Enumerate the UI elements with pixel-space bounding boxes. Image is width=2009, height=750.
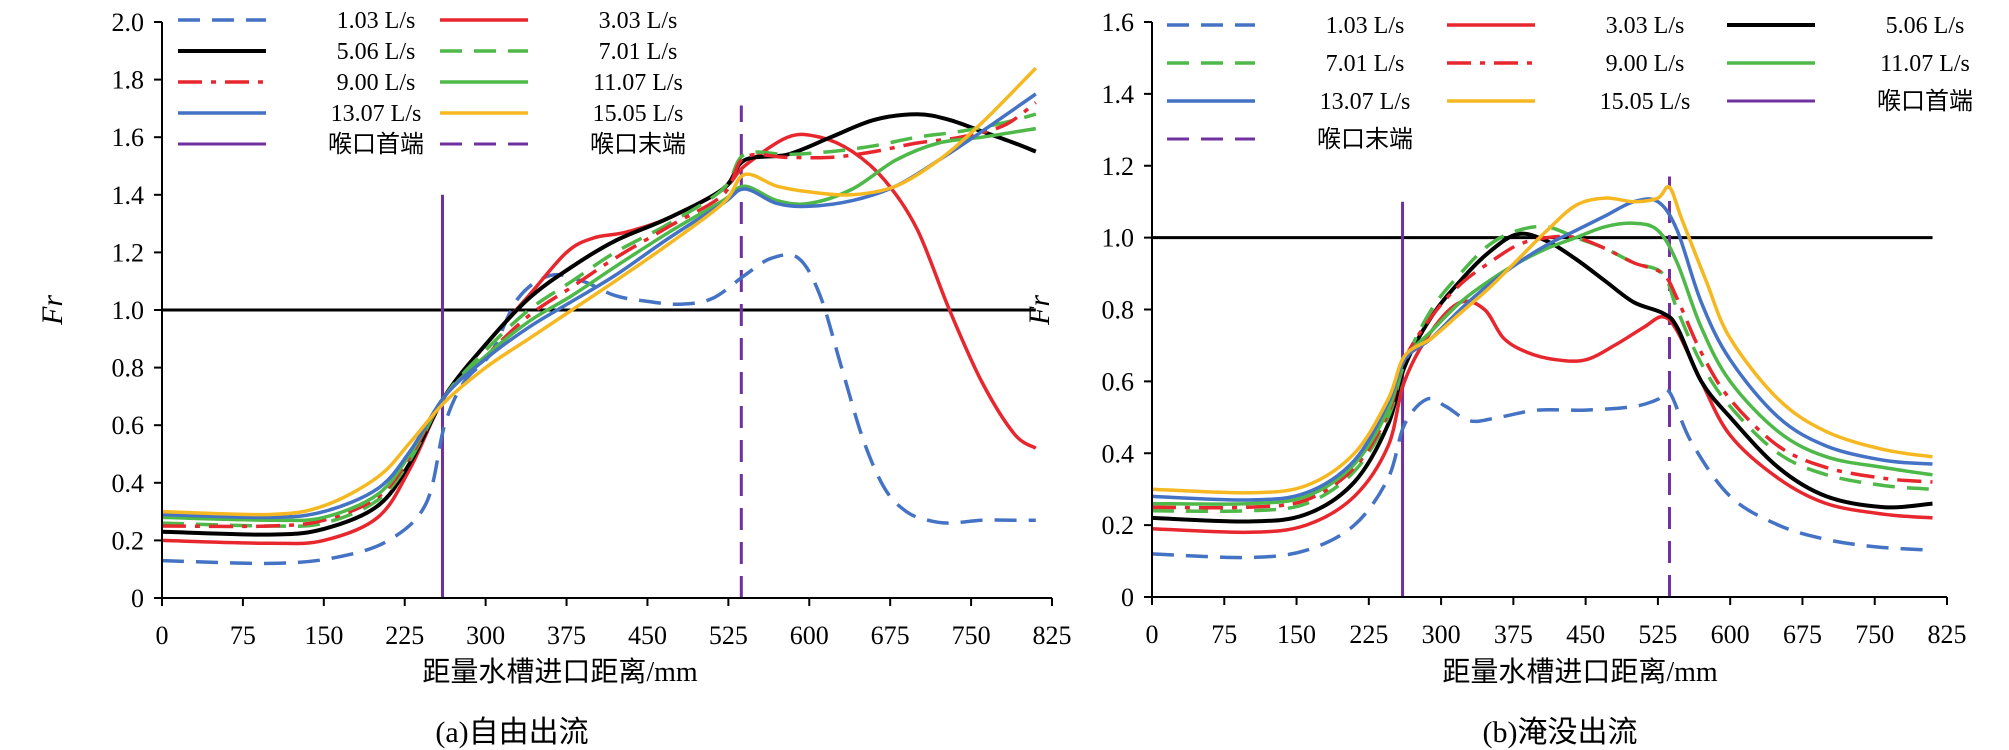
panel-a-data-layer: [161, 66, 1038, 598]
x-tick-label: 675: [1783, 620, 1822, 649]
y-tick-label: 1.0: [112, 296, 145, 325]
series-line-3-03-l-s: [161, 132, 1037, 546]
legend-label: 13.07 L/s: [331, 101, 422, 127]
legend-label: 7.01 L/s: [599, 39, 678, 65]
panel-a-x-axis-label: 距量水槽进口距离/mm: [422, 656, 698, 688]
y-tick-label: 0.6: [112, 411, 145, 440]
y-tick-label: 0.8: [112, 354, 145, 383]
y-tick-label: 1.0: [1102, 224, 1135, 253]
legend-label: 喉口首端: [1877, 88, 1973, 115]
legend-label: 11.07 L/s: [593, 70, 683, 96]
x-tick-label: 750: [1855, 620, 1894, 649]
x-tick-label: 450: [1566, 620, 1605, 649]
legend-label: 喉口末端: [1317, 126, 1413, 153]
series-line-13-07-l-s: [1151, 197, 1933, 502]
panel-b-legend: 1.03 L/s 3.03 L/s 5.06 L/s 7.01 L/s 9.00 L/s…: [1167, 13, 1973, 153]
series-line-7-01-l-s: [161, 112, 1037, 528]
panel-a-caption: (a)自由出流: [435, 716, 588, 749]
y-tick-label: 1.8: [112, 66, 145, 95]
x-tick-label: 150: [304, 621, 343, 650]
legend-label: 9.00 L/s: [1606, 51, 1685, 77]
legend-label: 喉口末端: [590, 131, 686, 158]
panel-b-axes: 0 75 150 225 300 375 450 525 600 675 750 825 0 0.2 0.4…: [1102, 8, 1967, 649]
x-tick-label: 525: [709, 621, 748, 650]
x-tick-label: 0: [156, 621, 169, 650]
series-line-5-06-l-s: [1151, 231, 1933, 524]
series-line-15-05-l-s: [161, 66, 1038, 517]
legend-label: 5.06 L/s: [1886, 13, 1965, 39]
y-tick-label: 0: [1121, 583, 1134, 612]
legend-label: 15.05 L/s: [593, 101, 684, 127]
x-tick-label: 75: [230, 621, 256, 650]
series-line-9-00-l-s: [161, 101, 1037, 529]
series-line-9-00-l-s: [1151, 234, 1933, 510]
x-tick-label: 75: [1211, 620, 1237, 649]
y-tick-label: 1.6: [112, 123, 145, 152]
x-tick-label: 0: [1146, 620, 1159, 649]
x-tick-label: 600: [790, 621, 829, 650]
y-tick-label: 0: [131, 584, 144, 613]
x-tick-label: 825: [1033, 621, 1072, 650]
legend-label: 9.00 L/s: [337, 70, 416, 96]
x-tick-label: 225: [385, 621, 424, 650]
x-tick-label: 150: [1277, 620, 1316, 649]
legend-label: 1.03 L/s: [337, 8, 416, 34]
legend-label: 15.05 L/s: [1600, 89, 1691, 115]
x-tick-label: 675: [871, 621, 910, 650]
y-tick-label: 1.4: [1102, 80, 1135, 109]
y-tick-label: 1.2: [112, 238, 145, 267]
series-line-1-03-l-s: [161, 252, 1036, 566]
series-line-11-07-l-s: [1151, 221, 1933, 506]
panel-a-free-outflow: 0 75 150 225 300 375 450 525 600 675 750 825 0 0.2 0.4…: [36, 8, 1072, 749]
panel-b-y-axis-label: Fr: [1023, 295, 1056, 326]
x-tick-label: 525: [1638, 620, 1677, 649]
panel-a-axes: 0 75 150 225 300 375 450 525 600 675 750 825 0 0.2 0.4…: [112, 8, 1072, 650]
y-tick-label: 0.2: [112, 526, 145, 555]
panel-b-data-layer: [1151, 176, 1933, 597]
series-line-3-03-l-s: [1151, 299, 1933, 535]
panel-b-submerged-outflow: 0 75 150 225 300 375 450 525 600 675 750 825 0 0.2 0.4…: [1023, 8, 1973, 749]
legend-label: 5.06 L/s: [337, 39, 416, 65]
x-tick-label: 375: [1494, 620, 1533, 649]
y-tick-label: 0.2: [1102, 511, 1135, 540]
x-tick-label: 750: [952, 621, 991, 650]
legend-label: 3.03 L/s: [599, 8, 678, 34]
x-tick-label: 300: [466, 621, 505, 650]
legend-label: 3.03 L/s: [1606, 13, 1685, 39]
panel-a-legend: 1.03 L/s 3.03 L/s 5.06 L/s 7.01 L/s 9.00 L/s…: [178, 8, 686, 158]
legend-label: 13.07 L/s: [1320, 89, 1411, 115]
x-tick-label: 600: [1711, 620, 1750, 649]
series-line-7-01-l-s: [1151, 224, 1933, 514]
series-line-11-07-l-s: [161, 126, 1037, 523]
panel-a-y-axis-label: Fr: [36, 295, 69, 326]
legend-label: 1.03 L/s: [1326, 13, 1405, 39]
series-line-5-06-l-s: [161, 112, 1037, 537]
series-line-15-05-l-s: [1151, 184, 1933, 495]
x-tick-label: 375: [547, 621, 586, 650]
y-tick-label: 1.4: [112, 181, 145, 210]
panel-b-caption: (b)淹没出流: [1483, 716, 1638, 749]
y-tick-label: 0.6: [1102, 367, 1135, 396]
legend-label: 7.01 L/s: [1326, 51, 1405, 77]
y-tick-label: 0.8: [1102, 296, 1135, 325]
series-line-1-03-l-s: [1151, 388, 1933, 560]
y-tick-label: 1.6: [1102, 8, 1135, 37]
y-tick-label: 0.4: [112, 469, 145, 498]
y-tick-label: 2.0: [112, 8, 145, 37]
x-tick-label: 825: [1928, 620, 1967, 649]
x-tick-label: 225: [1349, 620, 1388, 649]
y-tick-label: 0.4: [1102, 439, 1135, 468]
panel-b-x-axis-label: 距量水槽进口距离/mm: [1442, 656, 1718, 688]
x-tick-label: 450: [628, 621, 667, 650]
x-tick-label: 300: [1422, 620, 1461, 649]
legend-label: 喉口首端: [328, 131, 424, 158]
legend-label: 11.07 L/s: [1880, 51, 1970, 77]
y-tick-label: 1.2: [1102, 152, 1135, 181]
